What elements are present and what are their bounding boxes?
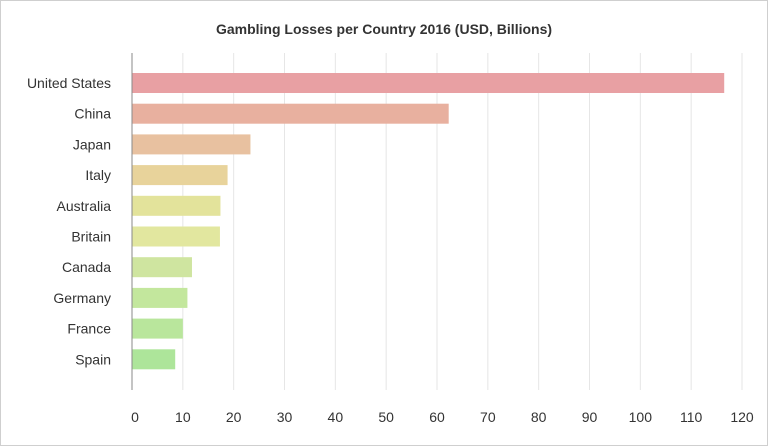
- x-tick-label: 110: [680, 409, 703, 425]
- grid-layer: [182, 53, 743, 390]
- category-label: Australia: [57, 198, 112, 214]
- bar: [132, 134, 251, 155]
- x-tick-label: 50: [378, 409, 394, 425]
- bar: [132, 103, 449, 124]
- category-label: Germany: [53, 290, 111, 306]
- bar: [132, 165, 228, 186]
- x-tick-label: 0: [131, 409, 139, 425]
- x-tick-label: 40: [328, 409, 344, 425]
- x-tick-label: 80: [531, 409, 547, 425]
- chart-title: Gambling Losses per Country 2016 (USD, B…: [215, 21, 553, 37]
- category-label: Italy: [85, 167, 111, 183]
- x-tick-label: 30: [277, 409, 293, 425]
- category-label: China: [74, 106, 111, 122]
- category-label: Britain: [71, 229, 111, 245]
- x-tick-label: 120: [730, 409, 754, 425]
- bar: [132, 73, 725, 93]
- category-label: United States: [27, 75, 111, 91]
- tick-labels: 0 10 20 30 40 50 60 70 80 90 100 110 120: [131, 409, 754, 425]
- x-tick-label: 20: [226, 409, 242, 425]
- x-tick-label: 60: [429, 409, 445, 425]
- bar-layer: [132, 73, 725, 370]
- bar: [132, 195, 221, 216]
- bar: [132, 349, 176, 370]
- x-tick-label: 90: [582, 409, 598, 425]
- category-label: France: [67, 321, 111, 337]
- bar: [132, 318, 183, 339]
- x-tick-label: 100: [629, 409, 653, 425]
- bar: [132, 287, 188, 308]
- x-tick-label: 70: [480, 409, 496, 425]
- bar: [132, 257, 192, 278]
- bar: [132, 226, 220, 247]
- category-labels: United States China Japan Italy Australia Bri…: [27, 75, 111, 367]
- category-label: Japan: [73, 136, 111, 152]
- category-label: Spain: [75, 351, 111, 367]
- category-label: Canada: [62, 259, 111, 275]
- x-tick-label: 10: [175, 409, 191, 425]
